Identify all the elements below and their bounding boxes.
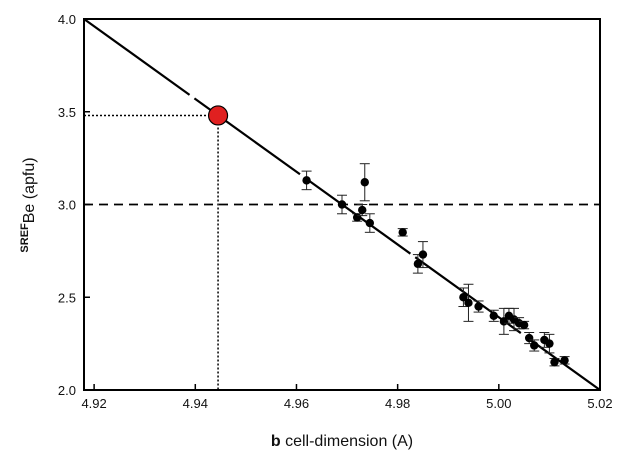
data-point — [488, 309, 499, 322]
point-marker — [530, 341, 539, 350]
y-tick-label: 4.0 — [58, 12, 76, 27]
x-axis-title: b cell-dimension (A) — [271, 433, 413, 450]
x-axis-title-rest: cell-dimension (A) — [281, 433, 413, 450]
point-marker — [464, 298, 473, 308]
x-tick-label: 4.98 — [385, 396, 410, 411]
data-points — [301, 163, 570, 367]
highlight-point-group — [84, 105, 229, 390]
point-marker — [560, 356, 569, 365]
point-marker — [337, 200, 347, 209]
data-point — [544, 333, 555, 354]
data-point — [397, 228, 408, 237]
x-tick-label: 5.02 — [587, 396, 612, 411]
data-point — [549, 357, 560, 367]
x-tick-label: 5.00 — [486, 396, 511, 411]
y-axis-title: SREFBe (apfu) — [19, 157, 38, 252]
point-marker — [413, 259, 423, 269]
y-axis-title-sup: SREF — [19, 223, 31, 253]
y-tick-label: 3.5 — [58, 105, 76, 120]
data-point — [359, 163, 370, 202]
data-point — [301, 170, 312, 191]
data-point — [337, 194, 347, 215]
point-marker — [519, 320, 529, 330]
point-marker — [545, 339, 554, 348]
y-axis-ticks: 2.0 2.5 3.0 3.5 4.0 — [58, 12, 90, 398]
data-point — [417, 241, 428, 269]
x-tick-label: 4.94 — [183, 396, 208, 411]
data-point — [412, 254, 423, 274]
point-marker — [550, 357, 559, 367]
point-marker — [489, 311, 498, 320]
data-point — [529, 339, 540, 352]
point-marker — [360, 178, 369, 187]
data-point — [352, 213, 363, 222]
data-point — [458, 287, 469, 308]
point-marker — [352, 213, 362, 222]
y-tick-label: 2.5 — [58, 290, 76, 305]
point-marker — [358, 205, 367, 215]
data-point — [364, 213, 375, 233]
data-point — [559, 356, 570, 365]
y-axis-title-rest: Be (apfu) — [21, 157, 38, 223]
data-point — [463, 283, 474, 322]
x-tick-label: 4.96 — [284, 396, 309, 411]
svg-text:SREFBe (apfu): SREFBe (apfu) — [19, 157, 38, 252]
point-marker — [302, 176, 311, 185]
point-marker — [398, 228, 407, 237]
y-tick-label: 3.0 — [58, 198, 76, 213]
data-point — [519, 320, 530, 330]
point-marker — [474, 302, 483, 311]
x-axis-ticks: 4.92 4.94 4.96 4.98 5.00 5.02 — [81, 384, 613, 411]
x-axis-title-bold: b — [271, 433, 281, 450]
data-point — [357, 204, 368, 217]
x-tick-label: 4.92 — [81, 396, 106, 411]
highlight-point-marker — [207, 105, 229, 126]
y-tick-label: 2.0 — [58, 383, 76, 398]
point-marker — [524, 333, 534, 343]
point-marker — [365, 218, 375, 228]
data-point — [473, 300, 484, 313]
point-marker — [418, 250, 428, 259]
point-marker — [459, 293, 468, 302]
